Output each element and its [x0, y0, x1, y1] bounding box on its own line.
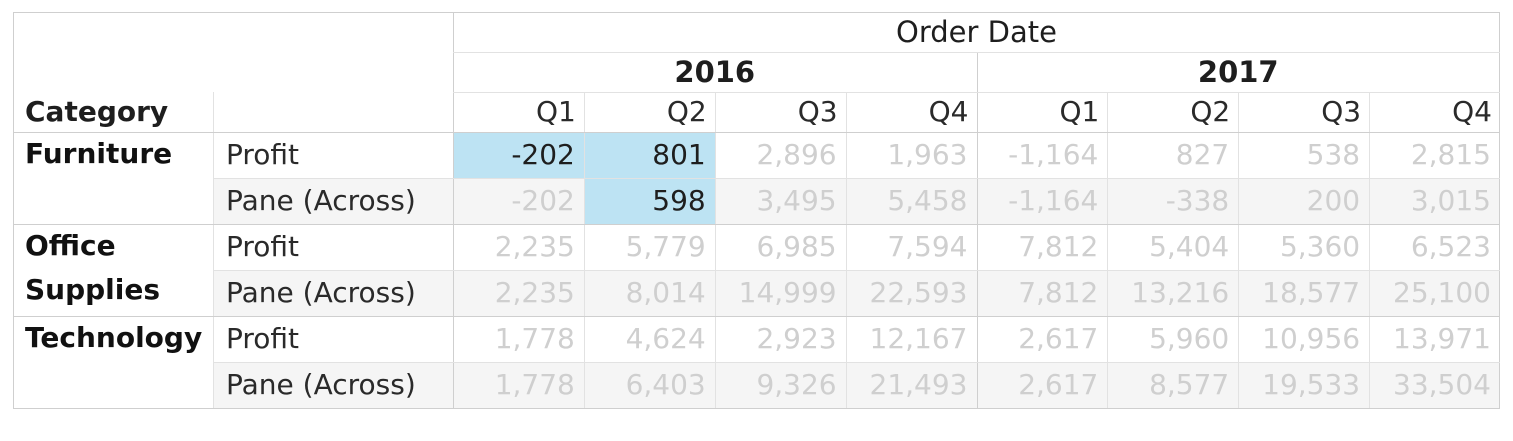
data-cell[interactable]: 8,577 [1149, 368, 1230, 401]
quarter-header[interactable]: Q1 [1059, 95, 1100, 128]
grid-vline [1107, 92, 1109, 408]
data-cell[interactable]: 33,504 [1393, 368, 1491, 401]
data-cell[interactable]: 7,812 [1018, 276, 1099, 309]
data-cell[interactable]: 2,896 [756, 138, 837, 171]
grid-hline [453, 92, 1500, 93]
grid-vline [453, 12, 454, 408]
data-cell[interactable]: 1,778 [494, 322, 575, 355]
data-cell[interactable]: 14,999 [738, 276, 837, 309]
data-cell[interactable]: 9,326 [756, 368, 837, 401]
grid-hline [213, 178, 1500, 179]
grid-vline [1499, 12, 1500, 408]
grid-vline [714, 92, 716, 408]
data-cell[interactable]: 10,956 [1262, 322, 1361, 355]
data-cell[interactable]: 2,815 [1410, 138, 1491, 171]
data-cell[interactable]: 13,971 [1393, 322, 1491, 355]
quarter-header[interactable]: Q3 [797, 95, 838, 128]
grid-vline [13, 12, 14, 408]
grid-hline [213, 270, 1500, 271]
data-cell[interactable]: 6,523 [1410, 230, 1491, 263]
data-cell[interactable]: 12,167 [869, 322, 968, 355]
data-cell[interactable]: 21,493 [869, 368, 968, 401]
grid-vline [845, 92, 847, 408]
data-cell[interactable]: 2,923 [756, 322, 837, 355]
quarter-header[interactable]: Q2 [1190, 95, 1231, 128]
data-cell[interactable]: 200 [1306, 184, 1361, 217]
category-label[interactable]: Office Supplies [25, 229, 161, 306]
grid-vline [1369, 92, 1371, 408]
grid-hline [13, 132, 1500, 133]
data-cell[interactable]: 1,778 [494, 368, 575, 401]
measure-label[interactable]: Pane (Across) [226, 368, 416, 401]
grid-hline [13, 224, 1500, 225]
quarter-header[interactable]: Q4 [928, 95, 969, 128]
measure-label[interactable]: Profit [226, 230, 300, 263]
row-band [213, 178, 1500, 224]
data-cell[interactable]: 5,458 [887, 184, 968, 217]
crosstab-table: Order Date 2016 Q1 Q2 Q3 Q4 2017 Q1 Q2 Q3 Q4 Catego… [13, 12, 1500, 409]
category-label[interactable]: Technology [25, 321, 203, 354]
data-cell[interactable]: -202 [453, 132, 584, 178]
data-cell[interactable]: 3,495 [756, 184, 837, 217]
quarter-header[interactable]: Q2 [666, 95, 707, 128]
data-cell[interactable]: 5,960 [1149, 322, 1230, 355]
data-cell[interactable]: 19,533 [1262, 368, 1361, 401]
measure-label[interactable]: Profit [226, 322, 300, 355]
grid-vline [1238, 92, 1240, 408]
grid-hline [13, 316, 1500, 317]
data-cell[interactable]: 6,403 [625, 368, 706, 401]
column-header-title: Order Date [896, 15, 1057, 49]
data-cell[interactable]: 13,216 [1131, 276, 1230, 309]
data-cell[interactable]: 5,360 [1279, 230, 1361, 263]
data-cell[interactable]: -338 [1165, 184, 1230, 217]
row-band [213, 362, 1500, 408]
measure-label[interactable]: Pane (Across) [226, 276, 416, 309]
data-cell[interactable]: 827 [1175, 138, 1230, 171]
grid-hline [13, 408, 1500, 409]
data-cell[interactable]: 6,985 [756, 230, 837, 263]
data-cell[interactable]: 7,812 [1018, 230, 1099, 263]
data-cell[interactable]: 2,235 [494, 276, 575, 309]
data-cell[interactable]: 4,624 [625, 322, 706, 355]
quarter-header[interactable]: Q4 [1452, 95, 1492, 128]
row-band [213, 270, 1500, 316]
grid-hline [13, 12, 1500, 13]
grid-vline [213, 92, 214, 408]
data-cell[interactable]: 5,404 [1149, 230, 1230, 263]
data-cell[interactable]: 2,235 [494, 230, 575, 263]
data-cell[interactable]: 5,779 [625, 230, 706, 263]
data-cell[interactable]: 18,577 [1262, 276, 1361, 309]
data-cell[interactable]: -1,164 [1008, 138, 1099, 171]
quarter-header[interactable]: Q3 [1321, 95, 1362, 128]
quarter-header[interactable]: Q1 [536, 95, 576, 128]
grid-hline [453, 52, 1500, 53]
data-cell[interactable]: 7,594 [887, 230, 968, 263]
measure-label[interactable]: Pane (Across) [226, 184, 416, 217]
data-cell[interactable]: 801 [583, 132, 715, 178]
grid-hline [213, 362, 1500, 363]
year-header[interactable]: 2017 [1197, 55, 1279, 89]
row-header-title: Category [25, 95, 169, 128]
grid-vline [583, 92, 585, 408]
data-cell[interactable]: 538 [1306, 138, 1361, 171]
data-cell[interactable]: -1,164 [1008, 184, 1099, 217]
grid-vline [976, 52, 978, 408]
data-cell[interactable]: 3,015 [1410, 184, 1491, 217]
data-cell[interactable]: 2,617 [1018, 322, 1099, 355]
data-cell[interactable]: 22,593 [869, 276, 968, 309]
measure-label[interactable]: Profit [226, 138, 300, 171]
category-label[interactable]: Furniture [25, 137, 173, 170]
data-cell[interactable]: 598 [583, 178, 715, 224]
data-cell[interactable]: -202 [511, 184, 575, 217]
year-header[interactable]: 2016 [674, 55, 756, 89]
data-cell[interactable]: 25,100 [1393, 276, 1491, 309]
data-cell[interactable]: 8,014 [625, 276, 706, 309]
data-cell[interactable]: 1,963 [887, 138, 968, 171]
data-cell[interactable]: 2,617 [1018, 368, 1099, 401]
